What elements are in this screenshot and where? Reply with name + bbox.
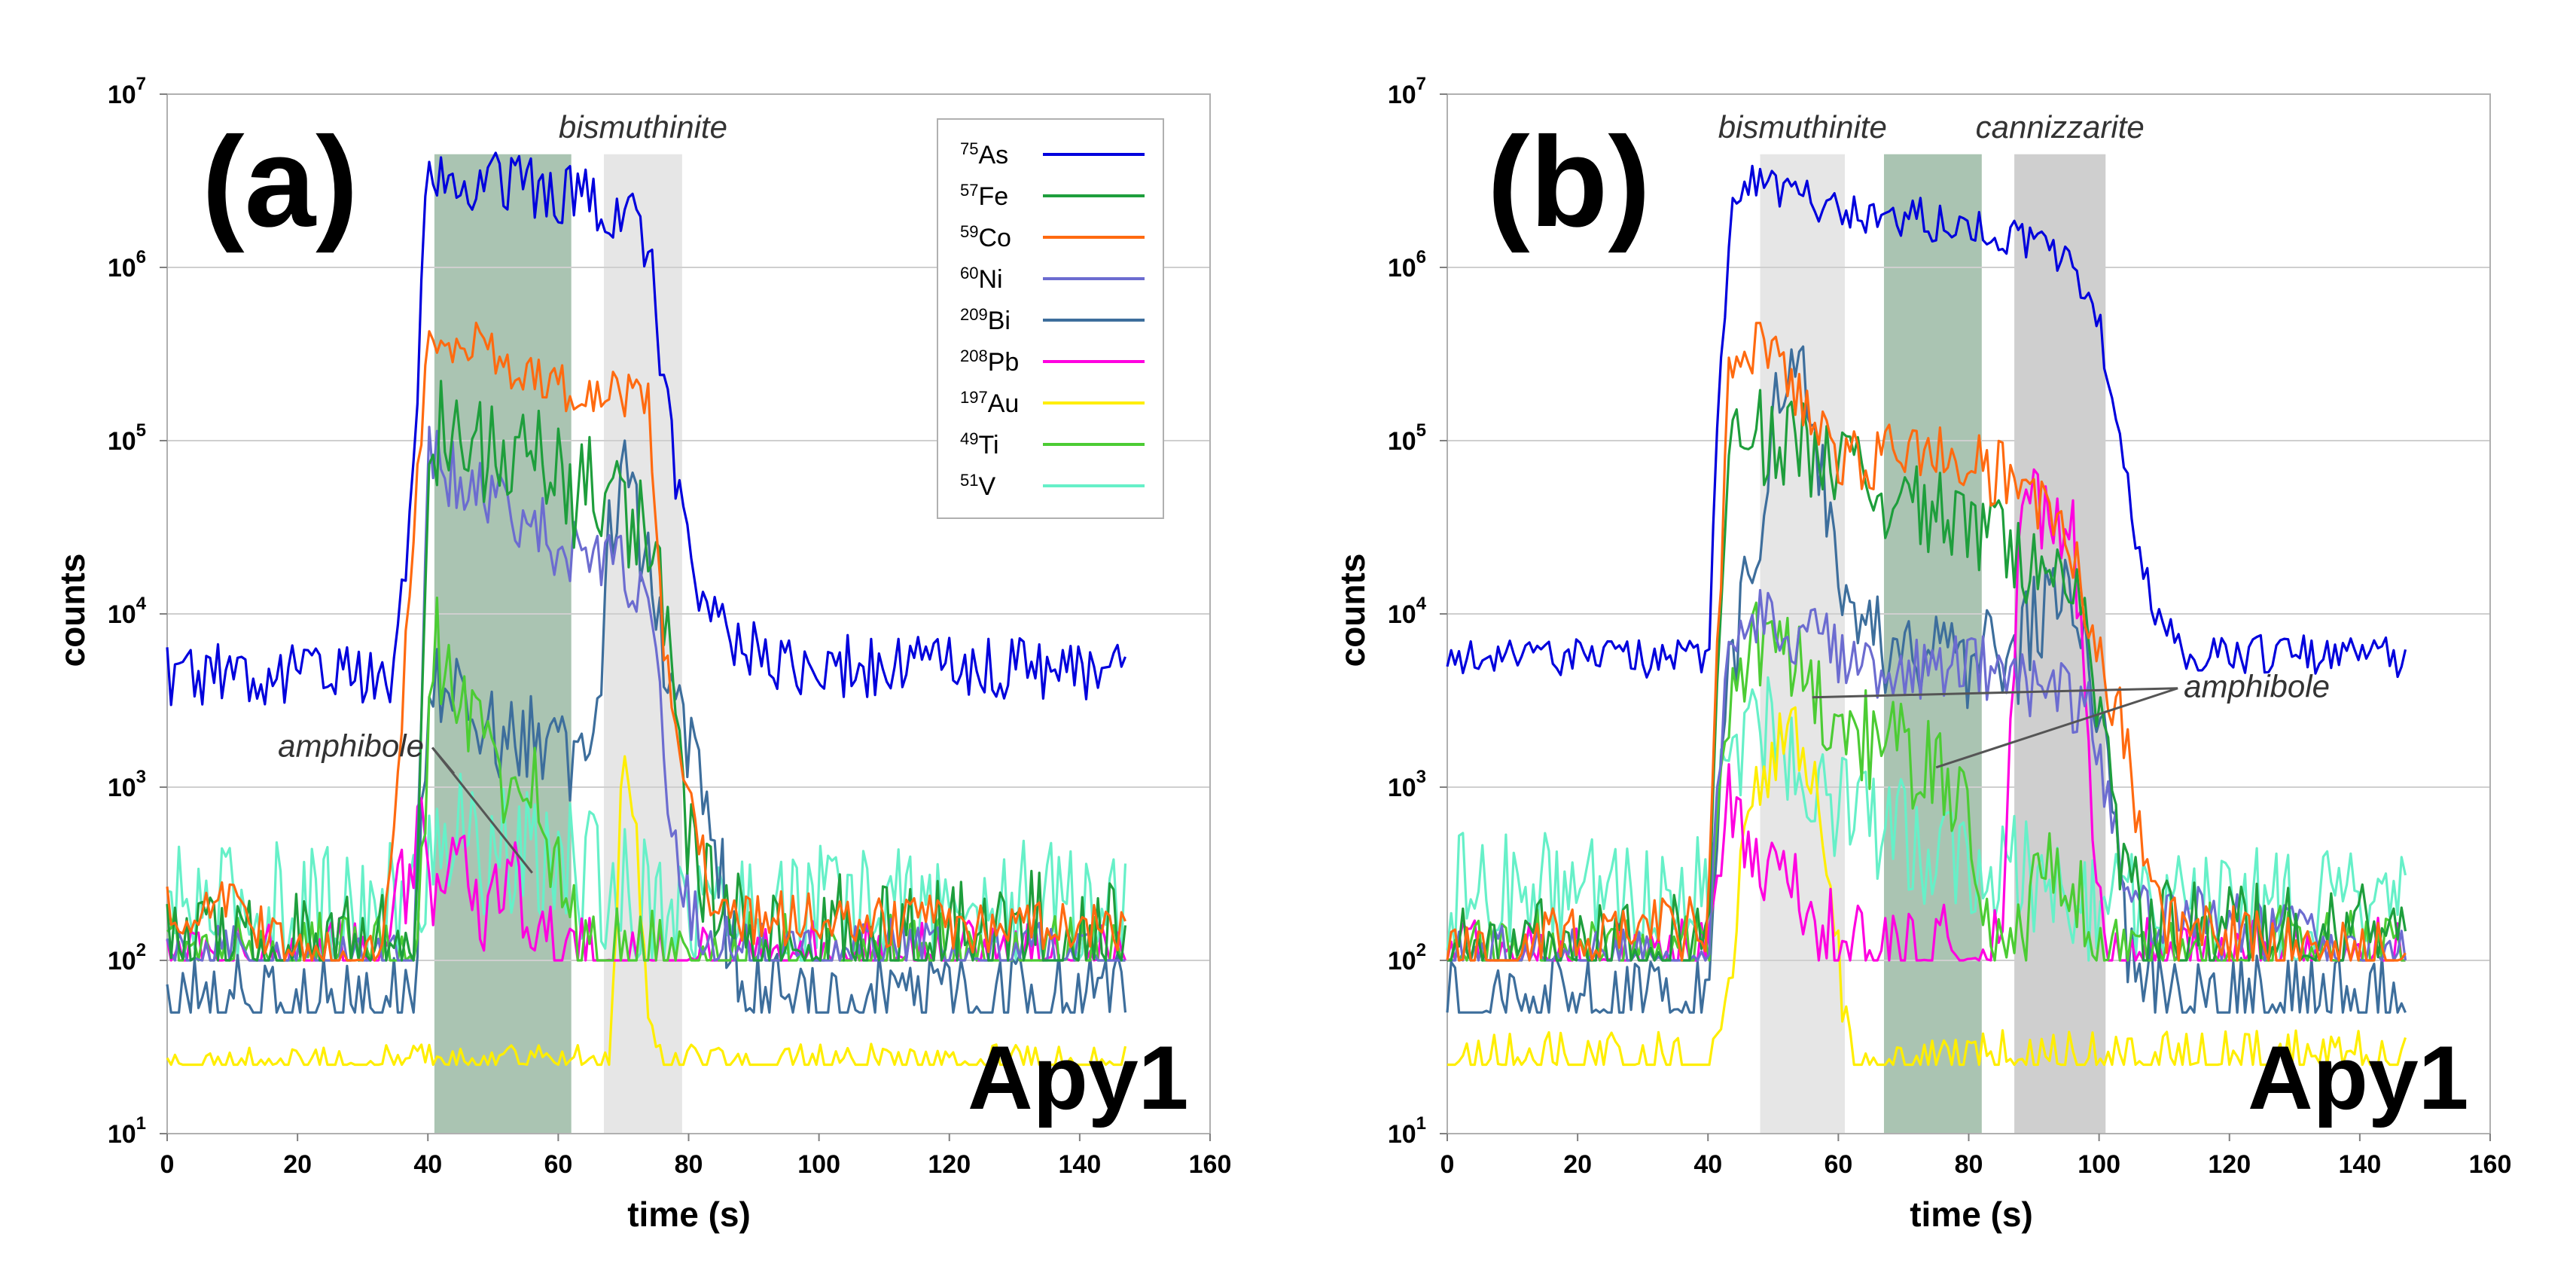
panel-b-y-tick-label: 105 <box>1388 420 1426 456</box>
panel-b-y-tick-label: 107 <box>1388 74 1426 109</box>
panel-a-annotations: bismuthinite amphibole <box>278 109 727 874</box>
panel-b-x-tick-label: 140 <box>2339 1150 2382 1179</box>
legend-label-59co: 59Co <box>960 222 1011 252</box>
panel-a-x-tick-label: 140 <box>1059 1150 1102 1179</box>
panel-b-x-tick-label: 80 <box>1955 1150 1983 1179</box>
legend-label-208pb: 208Pb <box>960 346 1019 377</box>
panel-a-series-60ni <box>166 426 1126 962</box>
panel-b-series-197au <box>1447 706 2407 1067</box>
panel-a-shaded-region-1 <box>434 154 572 1134</box>
panel-b-x-tick-label: 40 <box>1693 1150 1722 1179</box>
panel-a-x-tick-label: 80 <box>675 1150 703 1179</box>
panel-b-x-tick-label: 0 <box>1440 1150 1455 1179</box>
panel-a-y-axis-label: counts <box>53 554 92 667</box>
panel-a-y-tick-label: 101 <box>108 1113 146 1149</box>
panel-a-region-label-bismuthinite: bismuthinite <box>559 109 727 145</box>
panel-b-annotation-leader <box>1935 687 2178 769</box>
panel-a-series-57fe <box>166 380 1127 962</box>
legend-items: 75As 57Fe 59Co 60Ni 209Bi 208Pb 197Au 49Ti 51V <box>960 139 1145 501</box>
panel-a-x-tick-label: 40 <box>413 1150 442 1179</box>
legend-label-75as: 75As <box>960 139 1008 169</box>
panel-a-shaded-region-2 <box>603 154 682 1134</box>
panel-b-annotation-amphibole: amphibole <box>2184 669 2330 704</box>
panel-a: 0 20 40 60 80 100 120 140 160 101 102 103 104 105 106 1… <box>53 74 1231 1234</box>
panel-b-sample-label: Apy1 <box>2248 1027 2468 1128</box>
panel-b-y-tick-label: 104 <box>1388 594 1427 629</box>
legend-label-60ni: 60Ni <box>960 264 1003 294</box>
panel-a-x-tick-label: 0 <box>160 1150 175 1179</box>
panel-a-shaded-regions <box>434 154 682 1134</box>
panel-b-x-tick-label: 20 <box>1563 1150 1592 1179</box>
legend-label-57fe: 57Fe <box>960 181 1008 211</box>
panel-b-y-tick-label: 101 <box>1388 1113 1426 1149</box>
panel-b-series-51v <box>1446 676 2407 962</box>
panel-b-series-49ti <box>1447 601 2406 962</box>
panel-b-region-label-bismuthinite: bismuthinite <box>1718 109 1887 145</box>
legend-label-49ti: 49Ti <box>960 429 999 459</box>
panel-b-axes: 0 20 40 60 80 100 120 140 160 101 102 103 104 105 106 1… <box>1388 74 2512 1179</box>
panel-a-y-tick-label: 103 <box>108 767 146 802</box>
panel-a-axes: 0 20 40 60 80 100 120 140 160 101 102 103 104 105 106 1… <box>108 74 1232 1179</box>
panel-b-x-tick-label: 120 <box>2208 1150 2251 1179</box>
panel-a-y-tick-label: 105 <box>108 420 146 456</box>
panel-b-series-59co <box>1446 322 2407 962</box>
panel-a-x-tick-label: 100 <box>797 1150 840 1179</box>
panel-b-series <box>1446 164 2407 1067</box>
panel-a-y-tick-label: 106 <box>108 247 146 282</box>
panel-a-x-tick-label: 120 <box>928 1150 971 1179</box>
panel-b-y-tick-label: 106 <box>1388 247 1426 282</box>
panel-b-y-tick-label: 103 <box>1388 767 1426 802</box>
panel-b-x-tick-label: 100 <box>2078 1150 2120 1179</box>
panel-b-annotation-leader <box>1812 687 2178 699</box>
panel-b: 0 20 40 60 80 100 120 140 160 101 102 103 104 105 106 1… <box>1333 74 2511 1234</box>
panel-a-y-tick-label: 102 <box>108 940 146 975</box>
panel-a-annotation-amphibole: amphibole <box>278 728 424 763</box>
panel-a-sample-label: Apy1 <box>968 1027 1188 1128</box>
panel-a-x-tick-label: 60 <box>544 1150 572 1179</box>
panel-b-y-tick-label: 102 <box>1388 940 1426 975</box>
panel-b-x-axis-label: time (s) <box>1910 1195 2033 1234</box>
legend-label-51v: 51V <box>960 471 995 501</box>
panel-b-x-tick-label: 160 <box>2469 1150 2512 1179</box>
panel-a-series <box>166 151 1127 1067</box>
panel-b-x-tick-label: 60 <box>1824 1150 1852 1179</box>
panel-a-y-tick-label: 104 <box>108 594 147 629</box>
panel-a-series-197au <box>166 755 1127 1067</box>
panel-a-series-75as <box>166 151 1126 707</box>
legend-label-209bi: 209Bi <box>960 305 1011 335</box>
panel-a-annotation-leader <box>431 746 533 874</box>
panel-b-label: (b) <box>1487 111 1651 254</box>
panel-b-y-axis-label: counts <box>1333 554 1372 667</box>
panel-a-x-tick-label: 160 <box>1189 1150 1232 1179</box>
panel-b-annotations: bismuthinite cannizzarite amphibole <box>1718 109 2330 769</box>
panel-a-label: (a) <box>202 111 358 254</box>
panel-a-y-tick-label: 107 <box>108 74 146 109</box>
legend: 75As 57Fe 59Co 60Ni 209Bi 208Pb 197Au 49Ti 51V <box>937 118 1164 519</box>
legend-label-197au: 197Au <box>960 388 1019 418</box>
panel-b-series-75as <box>1446 164 2407 679</box>
panel-a-x-tick-label: 20 <box>283 1150 312 1179</box>
panel-b-region-label-cannizzarite: cannizzarite <box>1976 109 2145 145</box>
panel-a-series-59co <box>166 322 1126 962</box>
panel-a-x-axis-label: time (s) <box>627 1195 751 1234</box>
panel-a-series-51v <box>166 772 1127 962</box>
